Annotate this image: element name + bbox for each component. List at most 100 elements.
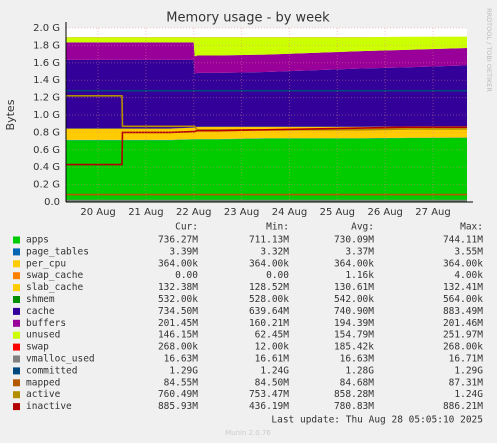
legend-label: swap [26, 342, 49, 353]
y-tick-label: 2.0 G [33, 23, 60, 34]
legend-swatch [13, 343, 20, 351]
y-tick-label: 1.6 G [33, 58, 60, 69]
legend-stat: 268.00k [443, 342, 483, 353]
legend-label: inactive [26, 401, 72, 412]
legend-stat: 132.38M [158, 282, 198, 293]
area [66, 36, 467, 57]
legend-stat: 858.28M [334, 389, 374, 400]
legend-stat: 886.21M [443, 401, 483, 412]
legend-stat: 564.00k [443, 294, 483, 305]
legend-stat: 711.13M [249, 235, 289, 246]
legend-label: active [26, 389, 61, 400]
stat-header: Min: [266, 222, 289, 233]
legend-swatch [13, 331, 20, 339]
legend-swatch [13, 403, 20, 411]
side-note: RRDTOOL / TOBI OETIKER [485, 8, 493, 92]
y-tick-label: 0.6 G [33, 145, 60, 156]
legend-stat: 542.00k [334, 294, 374, 305]
x-tick-label: 25 Aug [320, 207, 355, 218]
legend-stat: 740.90M [334, 306, 374, 317]
legend-swatch [13, 367, 20, 375]
version: Munin 2.0.76 [225, 429, 271, 437]
legend-stat: 4.00k [454, 270, 483, 281]
legend-swatch [13, 391, 20, 399]
x-tick-label: 21 Aug [128, 207, 163, 218]
y-tick-label: 0.4 G [33, 162, 60, 173]
legend-stat: 736.27M [158, 235, 198, 246]
legend-stat: 84.55M [164, 377, 199, 388]
legend-stat: 128.52M [249, 282, 289, 293]
legend-label: mapped [26, 377, 60, 388]
legend-stat: 0.00 [175, 270, 198, 281]
legend-stat: 883.49M [443, 306, 483, 317]
legend-swatch [13, 307, 20, 315]
legend-stat: 3.55M [454, 246, 483, 257]
legend-stat: 1.16k [345, 270, 374, 281]
legend-stat: 436.19M [249, 401, 289, 412]
stat-header: Avg: [351, 222, 374, 233]
area [66, 42, 467, 74]
legend-label: unused [26, 330, 60, 341]
legend-stat: 16.61M [255, 354, 290, 365]
legend-stat: 364.00k [334, 258, 374, 269]
legend-stat: 268.00k [158, 342, 198, 353]
legend-stat: 639.64M [249, 306, 289, 317]
y-tick-label: 1.2 G [33, 93, 60, 104]
x-tick-label: 20 Aug [80, 207, 115, 218]
legend-stat: 364.00k [443, 258, 483, 269]
legend-stat: 160.21M [249, 318, 289, 329]
legend-stat: 84.68M [340, 377, 375, 388]
legend-swatch [13, 296, 20, 303]
legend-label: committed [26, 365, 77, 376]
legend-stat: 185.42k [334, 342, 374, 353]
legend-label: buffers [26, 318, 66, 329]
legend-stat: 780.83M [334, 401, 374, 412]
legend-label: apps [26, 235, 49, 246]
legend-stat: 753.47M [249, 389, 289, 400]
legend-swatch [13, 248, 20, 256]
legend-label: swap_cache [26, 270, 83, 281]
stat-header: Max: [460, 222, 483, 233]
legend-stat: 3.39M [169, 246, 198, 257]
legend-stat: 1.29G [169, 365, 198, 376]
legend-stat: 194.39M [334, 318, 374, 329]
y-tick-label: 0.8 G [33, 127, 60, 138]
legend-stat: 130.61M [334, 282, 374, 293]
x-tick-label: 22 Aug [176, 207, 211, 218]
legend-stat: 251.97M [443, 330, 483, 341]
x-tick-label: 27 Aug [415, 207, 450, 218]
legend-stat: 62.45M [255, 330, 290, 341]
stat-header: Cur: [175, 222, 198, 233]
legend-stat: 730.09M [334, 235, 374, 246]
legend-stat: 1.24G [454, 389, 483, 400]
legend-stat: 84.50M [255, 377, 290, 388]
legend-stat: 364.00k [158, 258, 198, 269]
legend-swatch [13, 379, 20, 387]
legend-stat: 528.00k [249, 294, 289, 305]
legend-stat: 87.31M [449, 377, 484, 388]
legend-swatch [13, 284, 20, 292]
chart-title: Memory usage - by week [166, 11, 330, 26]
y-tick-label: 1.8 G [33, 40, 60, 51]
legend-stat: 364.00k [249, 258, 289, 269]
line [66, 126, 467, 166]
legend-label: vmalloc_used [26, 354, 95, 365]
legend-label: slab_cache [26, 282, 83, 293]
legend-swatch [13, 260, 20, 268]
legend-stat: 0.00 [266, 270, 289, 281]
legend-stat: 16.71M [449, 354, 484, 365]
legend-stat: 532.00k [158, 294, 198, 305]
legend-swatch [13, 272, 20, 280]
legend-stat: 3.37M [345, 246, 374, 257]
legend-stat: 16.63M [340, 354, 375, 365]
x-tick-label: 23 Aug [224, 207, 259, 218]
legend-label: shmem [26, 294, 55, 305]
legend-stat: 760.49M [158, 389, 198, 400]
legend-stat: 1.24G [260, 365, 289, 376]
x-tick-label: 24 Aug [272, 207, 307, 218]
legend-stat: 1.29G [454, 365, 483, 376]
y-tick-label: 1.4 G [33, 75, 60, 86]
legend-stat: 154.79M [334, 330, 374, 341]
legend-swatch [13, 355, 20, 363]
